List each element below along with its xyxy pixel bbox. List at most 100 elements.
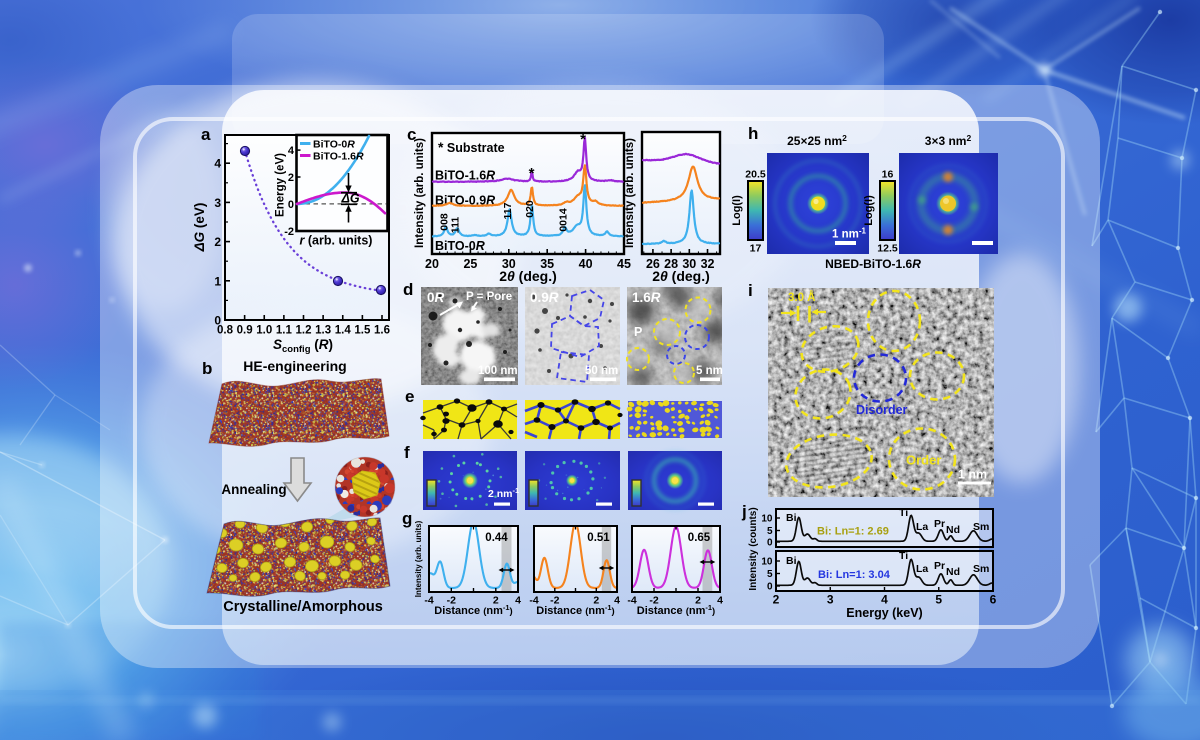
svg-text:-4: -4 [529,595,538,607]
svg-text:25: 25 [463,257,477,271]
svg-text:Intensity (arb. units): Intensity (arb. units) [624,138,636,248]
svg-text:2: 2 [773,593,780,607]
svg-text:35: 35 [540,257,554,271]
svg-text:111: 111 [450,217,462,234]
svg-text:Distance (nm-1): Distance (nm-1) [434,603,512,617]
svg-text:c: c [407,125,416,144]
svg-text:P: P [634,325,642,339]
svg-text:2: 2 [593,595,599,607]
svg-text:b: b [202,359,212,378]
svg-text:j: j [741,502,747,521]
svg-text:ΔG: ΔG [341,192,360,206]
svg-text:0: 0 [767,538,773,549]
svg-text:1.3: 1.3 [315,325,331,337]
svg-text:5 nm: 5 nm [696,365,723,377]
svg-text:Bi: Ln=1: 2.69: Bi: Ln=1: 2.69 [817,526,889,538]
svg-text:2: 2 [214,235,221,249]
svg-text:32: 32 [701,257,715,271]
svg-text:La: La [916,563,928,575]
svg-text:0: 0 [767,582,773,593]
svg-text:1.0: 1.0 [256,325,272,337]
svg-text:Disorder: Disorder [856,403,908,417]
svg-text:5: 5 [767,526,773,537]
svg-text:-2: -2 [550,595,559,607]
svg-text:BiTO-0R: BiTO-0R [313,139,355,151]
svg-text:2 nm-1: 2 nm-1 [488,486,519,500]
svg-text:2: 2 [695,595,701,607]
svg-text:BiTO-0R: BiTO-0R [435,239,485,253]
svg-text:100 nm: 100 nm [478,365,518,377]
svg-text:3×3 nm2: 3×3 nm2 [925,133,972,148]
svg-text:* Substrate: * Substrate [438,139,505,155]
svg-text:4: 4 [515,595,521,607]
svg-text:20.5: 20.5 [745,169,766,181]
svg-text:4: 4 [288,145,295,157]
svg-text:BiTO-1.6R: BiTO-1.6R [313,151,364,163]
svg-text:12.5: 12.5 [877,243,898,255]
svg-text:5: 5 [935,593,942,607]
svg-text:a: a [201,125,211,144]
svg-text:16: 16 [882,169,894,181]
svg-text:1.5: 1.5 [354,325,371,337]
svg-text:30: 30 [682,257,696,271]
svg-text:Energy (keV): Energy (keV) [846,606,922,620]
svg-text:BiTO-1.6R: BiTO-1.6R [435,169,495,183]
svg-text:-2: -2 [284,226,294,238]
svg-text:25×25 nm2: 25×25 nm2 [787,133,847,148]
svg-text:f: f [404,443,410,462]
svg-text:*: * [580,131,586,148]
svg-text:0.9R: 0.9R [530,290,559,305]
svg-text:Ti: Ti [899,550,908,562]
svg-text:2: 2 [493,595,499,607]
svg-text:Pr: Pr [934,560,945,572]
svg-text:Distance (nm-1): Distance (nm-1) [637,603,715,617]
svg-text:Crystalline/Amorphous: Crystalline/Amorphous [223,599,383,615]
svg-text:Distance (nm-1): Distance (nm-1) [536,603,614,617]
svg-text:h: h [748,124,758,143]
svg-text:3: 3 [214,196,221,210]
svg-text:-4: -4 [424,595,433,607]
svg-text:45: 45 [617,257,631,271]
svg-text:Energy (eV): Energy (eV) [275,153,287,217]
svg-text:0.65: 0.65 [688,532,711,544]
svg-text:Bi: Bi [786,512,797,524]
svg-text:Annealing: Annealing [221,482,286,497]
svg-text:4: 4 [614,595,620,607]
svg-text:Bi: Ln=1: 3.04: Bi: Ln=1: 3.04 [818,569,891,581]
svg-text:P = Pore: P = Pore [466,291,512,303]
svg-text:-2: -2 [447,595,456,607]
svg-text:Nd: Nd [946,524,960,536]
svg-text:d: d [403,280,413,299]
svg-text:020: 020 [524,200,536,218]
svg-text:Bi: Bi [786,555,797,567]
svg-text:1.4: 1.4 [335,325,352,337]
svg-text:28: 28 [664,257,678,271]
svg-text:NBED-BiTO-1.6R: NBED-BiTO-1.6R [825,257,921,271]
svg-text:117: 117 [502,202,514,219]
svg-text:e: e [405,387,414,406]
svg-text:HE-engineering: HE-engineering [243,358,346,374]
svg-text:3: 3 [827,593,834,607]
svg-text:Sm: Sm [973,521,989,533]
svg-text:30: 30 [502,257,516,271]
svg-text:0.44: 0.44 [485,532,508,544]
svg-text:2θ (deg.): 2θ (deg.) [652,268,710,284]
svg-text:1.6: 1.6 [374,325,390,337]
svg-text:Pr: Pr [934,518,945,530]
svg-text:0014: 0014 [558,208,570,232]
svg-text:1 nm-1: 1 nm-1 [832,227,867,241]
svg-text:Intensity (arb. units): Intensity (arb. units) [414,520,423,597]
svg-text:0: 0 [214,314,221,328]
svg-text:3.0 Å: 3.0 Å [788,291,816,304]
svg-text:Intensity (arb. units): Intensity (arb. units) [414,138,426,248]
svg-text:10: 10 [761,514,773,525]
svg-text:4: 4 [214,157,221,171]
svg-text:-2: -2 [649,595,658,607]
svg-text:2: 2 [288,172,294,184]
svg-text:6: 6 [990,593,997,607]
svg-text:0.8: 0.8 [217,325,234,337]
svg-text:Ti: Ti [899,507,908,519]
svg-text:i: i [748,281,753,300]
svg-text:4: 4 [881,593,888,607]
svg-text:g: g [402,509,412,528]
